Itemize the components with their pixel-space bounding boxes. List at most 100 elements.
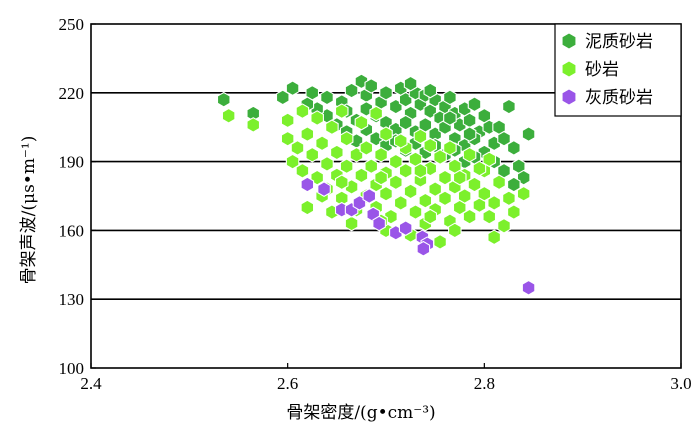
data-point	[344, 215, 359, 232]
data-point	[290, 140, 305, 156]
data-point	[502, 98, 516, 115]
data-point	[482, 208, 497, 225]
data-point	[497, 217, 511, 234]
data-point	[507, 176, 521, 193]
data-point	[389, 174, 403, 191]
y-tick-label: 130	[59, 290, 85, 309]
data-point	[359, 140, 374, 156]
data-point	[393, 195, 408, 211]
data-point	[433, 234, 447, 250]
data-point	[246, 117, 261, 133]
data-point	[413, 162, 428, 179]
data-point	[462, 126, 477, 142]
data-point	[472, 197, 487, 214]
data-point	[320, 156, 334, 172]
tick-layer: 100 130 160 190 220 250 2.4 2.6 2.8 3.0	[59, 15, 692, 393]
data-point	[364, 78, 379, 94]
data-point	[317, 181, 331, 197]
data-point	[448, 222, 462, 239]
data-point	[443, 89, 457, 106]
data-point	[521, 279, 536, 296]
data-point	[492, 174, 506, 191]
data-point	[372, 215, 386, 232]
data-point	[423, 137, 438, 154]
x-axis-title: 骨架密度/(g•cm⁻³)	[286, 403, 435, 423]
data-point	[305, 146, 320, 163]
data-point	[487, 229, 501, 246]
data-point	[393, 133, 408, 149]
data-point	[364, 158, 379, 175]
data-point	[416, 240, 431, 257]
data-point	[428, 181, 442, 197]
y-tick-label: 160	[59, 221, 85, 240]
x-tick-label: 3.0	[670, 374, 691, 393]
x-tick-label: 2.6	[277, 374, 298, 393]
data-point	[280, 112, 295, 129]
data-point	[315, 135, 329, 152]
data-point	[521, 126, 536, 142]
data-point	[300, 199, 315, 216]
data-point	[310, 110, 324, 126]
points-layer	[216, 73, 536, 296]
data-point	[295, 103, 310, 119]
data-point	[477, 185, 492, 202]
data-point	[300, 126, 315, 142]
legend-marker	[561, 60, 577, 78]
series-3	[300, 176, 536, 296]
data-point	[362, 188, 377, 204]
data-point	[516, 185, 531, 202]
data-point	[438, 190, 452, 207]
data-point	[413, 128, 428, 145]
data-point	[334, 174, 349, 191]
plot-frame	[90, 23, 682, 369]
data-point	[452, 169, 467, 186]
data-point	[339, 130, 354, 147]
data-point	[295, 162, 310, 179]
data-point	[497, 130, 511, 147]
data-point	[285, 153, 300, 170]
data-point	[408, 204, 423, 220]
x-tick-label: 2.4	[80, 374, 102, 393]
data-point	[398, 114, 413, 131]
data-point	[374, 169, 388, 186]
data-point	[487, 195, 501, 211]
data-point	[462, 208, 477, 225]
legend-label: 灰质砂岩	[585, 88, 653, 108]
data-point	[354, 114, 369, 131]
y-tick-label: 250	[59, 15, 85, 34]
data-point	[507, 204, 521, 220]
data-point	[339, 158, 354, 175]
data-point	[467, 176, 482, 193]
data-point	[379, 126, 393, 142]
data-point	[507, 140, 521, 156]
data-point	[467, 96, 482, 113]
data-point	[330, 144, 344, 161]
data-point	[320, 89, 334, 106]
data-point	[389, 153, 403, 170]
data-point	[403, 183, 418, 200]
data-point	[403, 75, 418, 92]
legend-marker	[561, 88, 577, 106]
y-axis-title: 骨架声波/(μs•m⁻¹)	[19, 136, 39, 285]
data-point	[379, 185, 393, 202]
y-tick-label: 100	[59, 359, 85, 378]
data-point	[482, 151, 497, 168]
data-point	[502, 190, 516, 207]
data-point	[462, 146, 477, 163]
data-point	[452, 199, 467, 216]
data-point	[462, 112, 477, 129]
data-point	[300, 176, 315, 193]
data-point	[472, 160, 487, 177]
legend-label: 泥质砂岩	[585, 32, 653, 52]
data-point	[334, 103, 349, 119]
y-tick-label: 220	[59, 84, 85, 103]
data-point	[443, 110, 457, 126]
data-point	[443, 140, 457, 156]
legend-marker	[561, 32, 577, 50]
data-point	[457, 188, 472, 204]
data-point	[423, 208, 438, 225]
data-point	[423, 82, 438, 99]
